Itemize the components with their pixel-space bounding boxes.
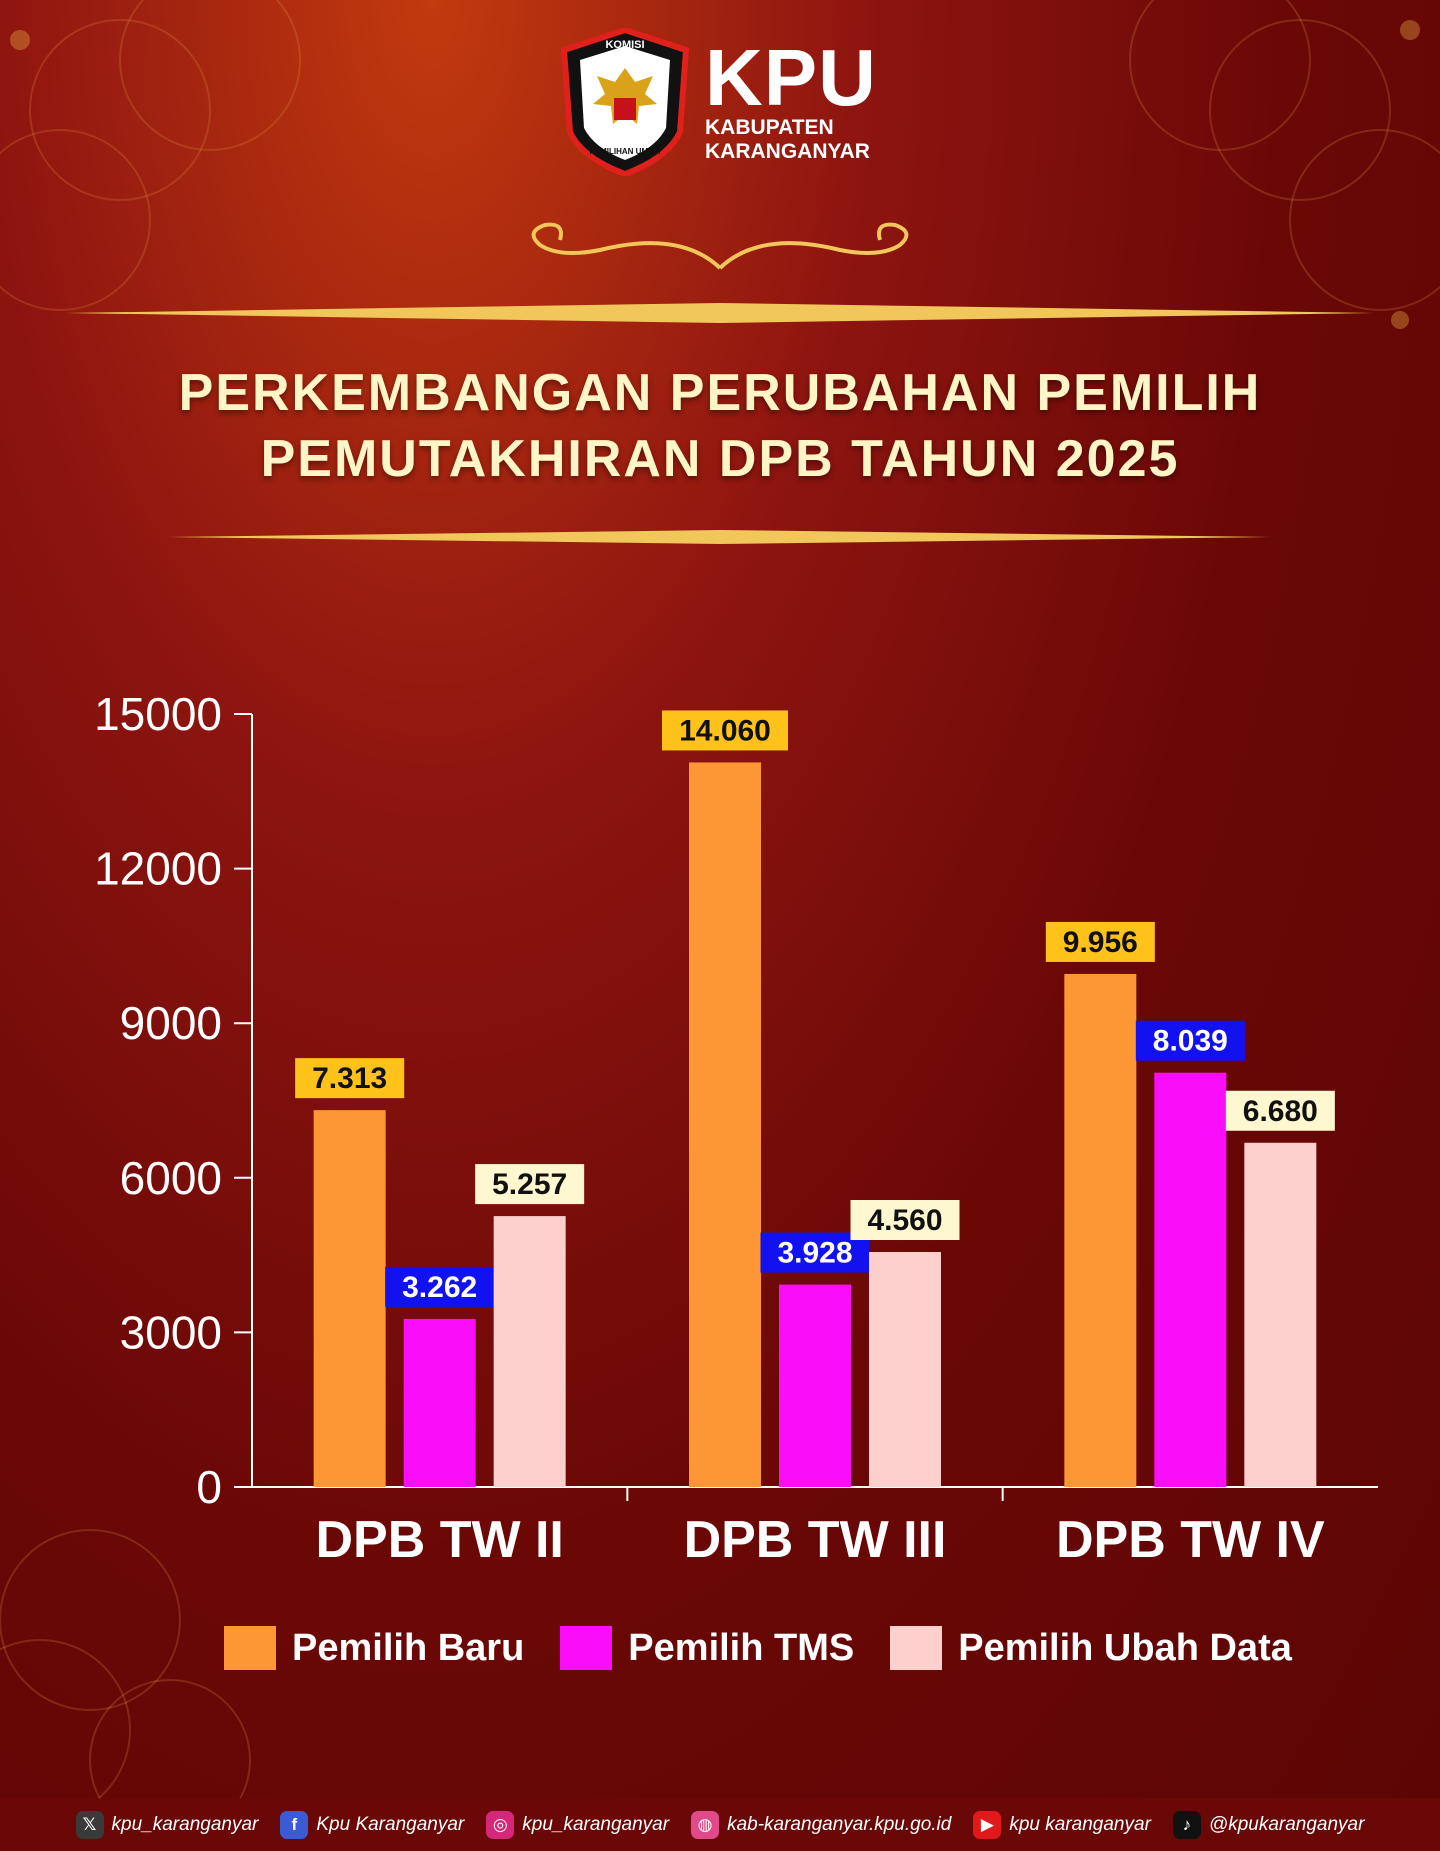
social-label: kpu_karanganyar xyxy=(522,1813,670,1835)
x-tick-label: DPB TW III xyxy=(684,1511,947,1569)
data-label-bg xyxy=(1045,921,1155,962)
data-label: 9.956 xyxy=(1063,926,1138,959)
bar xyxy=(689,762,761,1487)
bar xyxy=(313,1110,386,1487)
svg-text:KOMISI: KOMISI xyxy=(605,39,644,51)
legend-label: Pemilih Baru xyxy=(292,1626,525,1669)
y-tick-label: 6000 xyxy=(120,1152,222,1204)
facebook-icon: f xyxy=(280,1810,309,1839)
bar xyxy=(869,1252,941,1487)
y-tick-label: 12000 xyxy=(94,843,222,895)
legend-swatch xyxy=(224,1626,276,1670)
brand-line-1: KABUPATEN xyxy=(705,116,834,139)
bar xyxy=(779,1284,851,1487)
data-label: 14.060 xyxy=(679,714,771,747)
social-link[interactable]: ◍ kab-karanganyar.kpu.go.id xyxy=(691,1810,952,1839)
data-label: 6.680 xyxy=(1243,1095,1318,1128)
social-link[interactable]: f Kpu Karanganyar xyxy=(280,1810,465,1839)
y-tick-label: 0 xyxy=(196,1461,222,1513)
bar xyxy=(493,1216,566,1487)
legend-item: Pemilih Ubah Data xyxy=(890,1626,1292,1670)
legend: Pemilih Baru Pemilih TMS Pemilih Ubah Data xyxy=(224,1620,1384,1676)
title-line-2: PEMUTAKHIRAN DPB TAHUN 2025 xyxy=(260,430,1180,488)
bar xyxy=(1154,1072,1227,1487)
legend-item: Pemilih TMS xyxy=(560,1626,854,1670)
x-tick-label: DPB TW II xyxy=(315,1511,563,1569)
x-icon: 𝕏 xyxy=(75,1810,104,1839)
data-label-bg xyxy=(1225,1090,1335,1131)
y-tick-label: 9000 xyxy=(120,997,222,1049)
data-label-bg xyxy=(295,1058,405,1099)
data-label-bg xyxy=(385,1266,495,1307)
data-label-bg xyxy=(850,1200,960,1241)
data-label-bg xyxy=(1135,1020,1245,1061)
tiktok-icon: ♪ xyxy=(1172,1810,1201,1839)
legend-item: Pemilih Baru xyxy=(224,1626,524,1670)
social-label: @kpukaranganyar xyxy=(1208,1813,1365,1835)
brand: KPU KABUPATEN KARANGANYAR xyxy=(705,33,877,164)
bar xyxy=(1064,973,1137,1487)
x-tick-label: DPB TW IV xyxy=(1056,1511,1325,1569)
data-label: 4.560 xyxy=(867,1204,942,1237)
brand-line-2: KARANGANYAR xyxy=(705,140,870,163)
legend-swatch xyxy=(560,1626,613,1670)
legend-label: Pemilih TMS xyxy=(628,1626,855,1669)
instagram-icon: ◎ xyxy=(486,1810,515,1839)
x-ticks: DPB TW II DPB TW III DPB TW IV xyxy=(315,1487,1325,1569)
social-link[interactable]: ♪ @kpukaranganyar xyxy=(1172,1810,1365,1839)
y-tick-label: 15000 xyxy=(94,688,222,740)
title-line-1: PERKEMBANGAN PERUBAHAN PEMILIH xyxy=(178,364,1262,422)
legend-label: Pemilih Ubah Data xyxy=(958,1626,1292,1669)
social-label: kpu_karanganyar xyxy=(111,1813,259,1835)
y-ticks: 0 3000 6000 9000 12000 15000 xyxy=(94,688,252,1513)
svg-text:PEMILIHAN UMUM: PEMILIHAN UMUM xyxy=(589,147,660,156)
bar xyxy=(1244,1142,1317,1487)
y-tick-label: 3000 xyxy=(120,1306,222,1358)
social-label: kab-karanganyar.kpu.go.id xyxy=(727,1813,952,1835)
data-label: 3.928 xyxy=(777,1237,852,1270)
chart-title: PERKEMBANGAN PERUBAHAN PEMILIH PEMUTAKHI… xyxy=(0,360,1440,492)
header: KOMISI PEMILIHAN UMUM KPU KABUPATEN KARA… xyxy=(0,24,1440,184)
youtube-icon: ▶ xyxy=(973,1810,1002,1839)
brand-name: KPU xyxy=(705,33,877,122)
data-label: 5.257 xyxy=(492,1168,567,1201)
social-label: kpu karanganyar xyxy=(1009,1813,1151,1835)
social-label: Kpu Karanganyar xyxy=(316,1813,465,1835)
bar xyxy=(403,1318,476,1487)
data-label: 3.262 xyxy=(402,1271,477,1304)
social-link[interactable]: ◎ kpu_karanganyar xyxy=(486,1810,670,1839)
kpu-emblem-icon: KOMISI PEMILIHAN UMUM xyxy=(560,28,690,176)
data-label-bg xyxy=(475,1164,585,1205)
data-label: 7.313 xyxy=(312,1062,387,1095)
data-label-bg xyxy=(662,710,788,751)
legend-swatch xyxy=(890,1626,943,1670)
data-label: 8.039 xyxy=(1153,1025,1228,1058)
dribbble-icon: ◍ xyxy=(691,1810,720,1839)
bars: 7.313 14.060 9.956 3.262 3.928 8.039 5.257 4.56… xyxy=(295,710,1335,1487)
social-link[interactable]: ▶ kpu karanganyar xyxy=(973,1810,1151,1839)
